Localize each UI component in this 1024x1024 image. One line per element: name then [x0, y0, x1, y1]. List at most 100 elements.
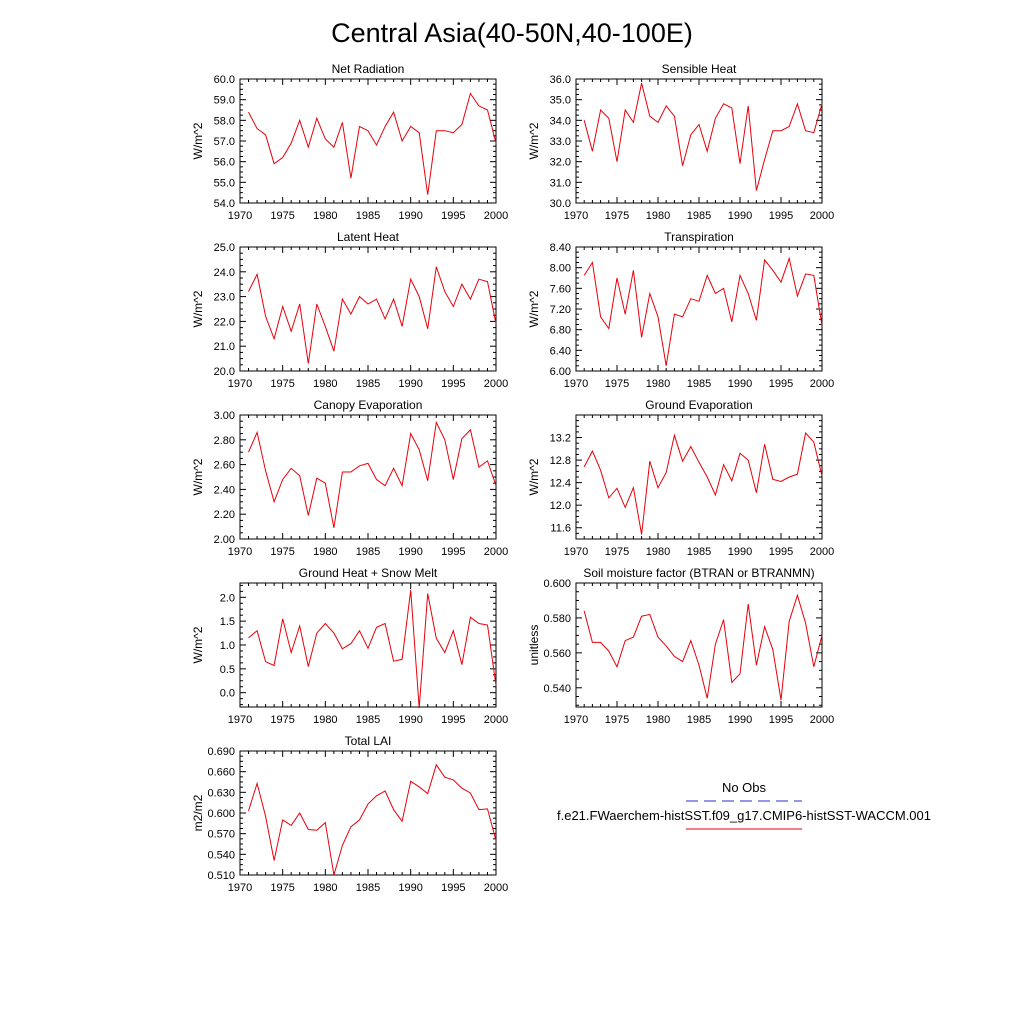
y-tick-label: 0.510 — [207, 870, 235, 882]
x-tick-label: 1975 — [270, 546, 294, 558]
x-tick-label: 1990 — [398, 882, 422, 894]
x-tick-label: 1980 — [313, 378, 337, 390]
y-tick-label: 0.540 — [207, 849, 235, 861]
x-tick-label: 1970 — [564, 210, 588, 222]
y-tick-label: 33.0 — [550, 136, 571, 148]
panel-3: Transpiration 1970 1975 1980 1985 1990 1995 200… — [527, 230, 834, 390]
x-tick-label: 1995 — [441, 546, 465, 558]
y-tick-label: 0.600 — [543, 578, 571, 590]
y-tick-label: 1.5 — [220, 616, 235, 628]
legend-label-no-obs: No Obs — [722, 780, 767, 795]
y-tick-label: 2.0 — [220, 592, 235, 604]
plot-frame — [575, 246, 823, 372]
x-tick-label: 2000 — [810, 714, 834, 726]
x-tick-label: 1990 — [728, 546, 752, 558]
x-tick-label: 1970 — [228, 378, 252, 390]
x-tick-label: 1980 — [313, 546, 337, 558]
x-tick-label: 1980 — [313, 714, 337, 726]
x-tick-label: 1975 — [605, 210, 629, 222]
y-axis-label: m2/m2 — [191, 794, 205, 831]
x-tick-label: 2000 — [810, 378, 834, 390]
x-tick-label: 1975 — [270, 378, 294, 390]
panel-title: Soil moisture factor (BTRAN or BTRANMN) — [583, 566, 814, 580]
x-tick-label: 1980 — [646, 378, 670, 390]
x-tick-label: 1985 — [687, 546, 711, 558]
x-tick-label: 1995 — [441, 882, 465, 894]
x-tick-label: 1970 — [564, 378, 588, 390]
x-tick-label: 2000 — [484, 882, 508, 894]
y-axis-label: W/m^2 — [191, 290, 205, 327]
y-tick-label: 31.0 — [550, 177, 571, 189]
y-tick-label: 8.40 — [550, 242, 571, 254]
panel-6: Ground Heat + Snow Melt 1970 1975 1980 1985 1… — [191, 566, 508, 726]
panel-title: Canopy Evaporation — [314, 398, 423, 412]
x-tick-label: 1985 — [356, 210, 380, 222]
y-tick-label: 13.2 — [550, 433, 571, 445]
x-tick-label: 1970 — [228, 882, 252, 894]
x-tick-label: 1980 — [646, 210, 670, 222]
y-tick-label: 58.0 — [214, 115, 235, 127]
series-line — [248, 590, 497, 709]
series-line — [583, 82, 823, 191]
y-tick-label: 8.00 — [550, 263, 571, 275]
series-line — [583, 593, 823, 701]
series-line — [248, 763, 497, 876]
plot-frame — [575, 582, 823, 708]
y-tick-label: 1.0 — [220, 640, 235, 652]
y-tick-label: 11.6 — [550, 523, 571, 535]
x-tick-label: 1990 — [398, 210, 422, 222]
y-tick-label: 7.60 — [550, 283, 571, 295]
y-tick-label: 35.0 — [550, 95, 571, 107]
x-tick-label: 1985 — [356, 546, 380, 558]
x-tick-label: 1995 — [441, 714, 465, 726]
x-tick-label: 1990 — [728, 378, 752, 390]
y-tick-label: 2.40 — [214, 484, 235, 496]
x-tick-label: 1970 — [228, 210, 252, 222]
y-tick-label: 6.80 — [550, 325, 571, 337]
y-tick-label: 30.0 — [550, 198, 571, 210]
y-tick-label: 22.0 — [214, 316, 235, 328]
x-tick-label: 1985 — [687, 714, 711, 726]
y-tick-label: 0.580 — [543, 613, 571, 625]
y-tick-label: 12.8 — [550, 455, 571, 467]
y-tick-label: 56.0 — [214, 157, 235, 169]
x-tick-label: 1985 — [356, 378, 380, 390]
panel-2: Latent Heat 1970 1975 1980 1985 1990 1995 2000 2… — [191, 230, 508, 390]
x-tick-label: 1990 — [398, 714, 422, 726]
x-tick-label: 1995 — [441, 210, 465, 222]
x-tick-label: 1995 — [441, 378, 465, 390]
x-tick-label: 1970 — [564, 714, 588, 726]
y-tick-label: 24.0 — [214, 267, 235, 279]
panel-7: Soil moisture factor (BTRAN or BTRANMN) 1… — [527, 566, 834, 726]
x-tick-label: 1985 — [687, 378, 711, 390]
y-tick-label: 2.80 — [214, 435, 235, 447]
series-line — [248, 92, 497, 195]
y-tick-label: 3.00 — [214, 410, 235, 422]
panel-title: Total LAI — [345, 734, 392, 748]
y-tick-label: 0.600 — [207, 808, 235, 820]
x-tick-label: 1980 — [313, 882, 337, 894]
y-tick-label: 25.0 — [214, 242, 235, 254]
x-tick-label: 1990 — [728, 714, 752, 726]
y-tick-label: 34.0 — [550, 115, 571, 127]
y-tick-label: 6.40 — [550, 345, 571, 357]
x-tick-label: 1970 — [228, 714, 252, 726]
y-tick-label: 0.560 — [543, 648, 571, 660]
x-tick-label: 1970 — [564, 546, 588, 558]
x-tick-label: 2000 — [810, 546, 834, 558]
y-tick-label: 60.0 — [214, 74, 235, 86]
x-tick-label: 1990 — [398, 546, 422, 558]
y-tick-label: 0.0 — [220, 688, 235, 700]
y-tick-label: 12.4 — [550, 478, 571, 490]
panel-title: Ground Heat + Snow Melt — [299, 566, 438, 580]
x-tick-label: 1975 — [605, 714, 629, 726]
x-tick-label: 1990 — [398, 378, 422, 390]
x-tick-label: 1985 — [356, 714, 380, 726]
panel-title: Sensible Heat — [662, 62, 737, 76]
series-line — [583, 431, 823, 535]
panel-5: Ground Evaporation 1970 1975 1980 1985 1990 19… — [527, 398, 834, 558]
panel-title: Ground Evaporation — [645, 398, 752, 412]
series-line — [248, 420, 497, 528]
series-line — [248, 266, 497, 364]
legend: No Obs f.e21.FWaerchem-histSST.f09_g17.C… — [557, 780, 931, 830]
